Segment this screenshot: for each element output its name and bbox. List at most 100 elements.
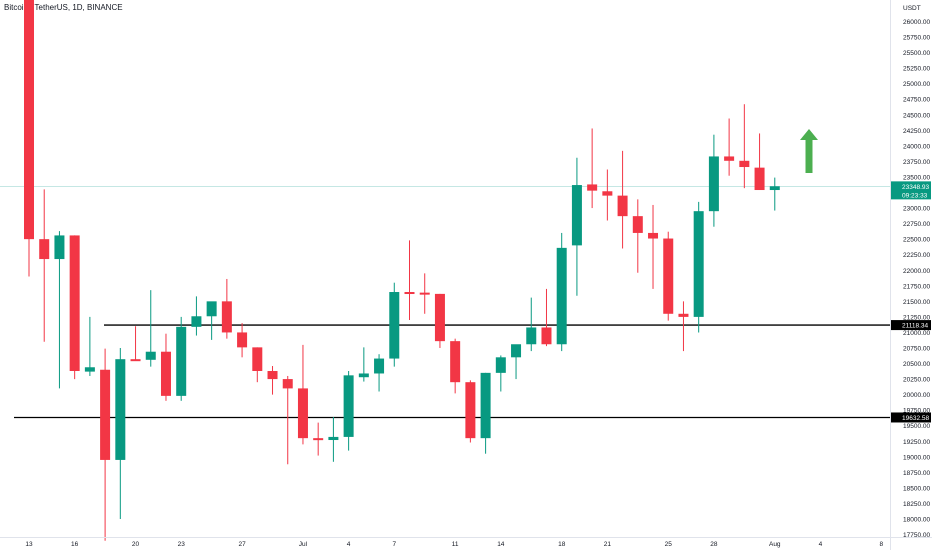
candle[interactable]	[663, 231, 674, 321]
horizontal-line-price-tag	[891, 320, 931, 331]
y-tick-label: 20250.00	[903, 377, 930, 384]
candle-body	[69, 235, 80, 371]
candle-body	[587, 184, 598, 191]
candle[interactable]	[617, 150, 628, 249]
candle[interactable]	[206, 301, 217, 340]
candle[interactable]	[769, 177, 780, 211]
candle[interactable]	[115, 347, 126, 519]
candle[interactable]	[221, 278, 232, 339]
horizontal-line-price-label: 21118.34	[902, 323, 929, 330]
candle[interactable]	[526, 297, 537, 352]
candle[interactable]	[267, 366, 278, 395]
candle[interactable]	[130, 326, 141, 362]
candle[interactable]	[739, 104, 750, 189]
candle[interactable]	[465, 380, 476, 443]
y-tick-label: 25750.00	[903, 35, 930, 42]
candle[interactable]	[495, 355, 506, 392]
candle-body	[313, 438, 324, 441]
candle[interactable]	[724, 118, 735, 176]
candle-body	[389, 292, 400, 359]
candle[interactable]	[404, 240, 415, 320]
up-arrow-icon[interactable]	[800, 129, 818, 173]
y-tick-label: 21500.00	[903, 299, 930, 306]
candle-body	[130, 359, 141, 362]
y-tick-label: 18750.00	[903, 470, 930, 477]
y-tick-label: 19500.00	[903, 423, 930, 430]
candle[interactable]	[434, 293, 445, 348]
x-tick-label: 28	[710, 541, 718, 548]
candle[interactable]	[237, 323, 248, 358]
y-tick-label: 22500.00	[903, 237, 930, 244]
x-tick-label: 11	[452, 541, 459, 548]
candle-body	[708, 156, 719, 212]
candle[interactable]	[556, 232, 567, 352]
y-tick-label: 23000.00	[903, 206, 930, 213]
candle[interactable]	[693, 201, 704, 333]
candle[interactable]	[160, 333, 171, 401]
candle[interactable]	[328, 417, 339, 462]
x-tick-label: 18	[558, 541, 566, 548]
y-tick-label: 20000.00	[903, 392, 930, 399]
candle[interactable]	[54, 231, 65, 389]
y-tick-label: 18250.00	[903, 501, 930, 508]
candle[interactable]	[176, 316, 187, 401]
candle-body	[480, 372, 491, 439]
candle[interactable]	[571, 157, 582, 296]
candle[interactable]	[24, 0, 34, 277]
candle[interactable]	[708, 134, 719, 227]
y-tick-label: 25000.00	[903, 81, 930, 88]
candle[interactable]	[511, 344, 522, 380]
candle[interactable]	[100, 348, 111, 541]
candle[interactable]	[480, 372, 491, 454]
candle[interactable]	[252, 347, 263, 383]
candle[interactable]	[389, 282, 400, 367]
candle[interactable]	[39, 189, 50, 342]
y-tick-label: 21250.00	[903, 314, 930, 321]
candle-body	[526, 327, 537, 345]
y-tick-label: 17750.00	[903, 532, 930, 539]
candle[interactable]	[450, 338, 461, 394]
candle[interactable]	[587, 128, 598, 209]
candle-body	[176, 326, 187, 396]
x-tick-label: 7	[392, 541, 396, 548]
y-tick-label: 25500.00	[903, 50, 930, 57]
candle[interactable]	[419, 273, 430, 314]
candle[interactable]	[145, 290, 156, 367]
candle-body	[495, 357, 506, 373]
y-tick-label: 26000.00	[903, 19, 930, 26]
candle[interactable]	[69, 235, 80, 380]
candle-body	[693, 211, 704, 317]
candle-body	[343, 375, 354, 437]
candle[interactable]	[191, 296, 202, 336]
x-tick-label: 8	[880, 541, 884, 548]
candle-body	[297, 388, 308, 439]
candle[interactable]	[374, 354, 385, 392]
candle[interactable]	[632, 199, 643, 273]
candle-body	[556, 247, 567, 345]
y-tick-label: 23500.00	[903, 174, 930, 181]
candle[interactable]	[282, 375, 293, 465]
candle-body	[84, 367, 95, 372]
y-tick-label: 19000.00	[903, 454, 930, 461]
candle-body	[617, 195, 628, 217]
candle-body	[24, 0, 34, 240]
candle[interactable]	[541, 288, 552, 347]
candle[interactable]	[343, 370, 354, 451]
candle[interactable]	[678, 301, 689, 352]
candle[interactable]	[313, 422, 324, 456]
candle-body	[252, 347, 263, 371]
y-tick-label: 22250.00	[903, 252, 930, 259]
candle-body	[434, 293, 445, 342]
candle-body	[39, 239, 50, 260]
candle[interactable]	[602, 169, 613, 221]
candle[interactable]	[648, 204, 659, 289]
candle[interactable]	[84, 316, 95, 376]
candle-body	[754, 167, 765, 191]
candle-body	[237, 332, 248, 348]
candle[interactable]	[358, 347, 369, 382]
candle-body	[282, 379, 293, 389]
candle[interactable]	[297, 344, 308, 445]
candle-body	[632, 216, 643, 233]
candle[interactable]	[754, 133, 765, 191]
